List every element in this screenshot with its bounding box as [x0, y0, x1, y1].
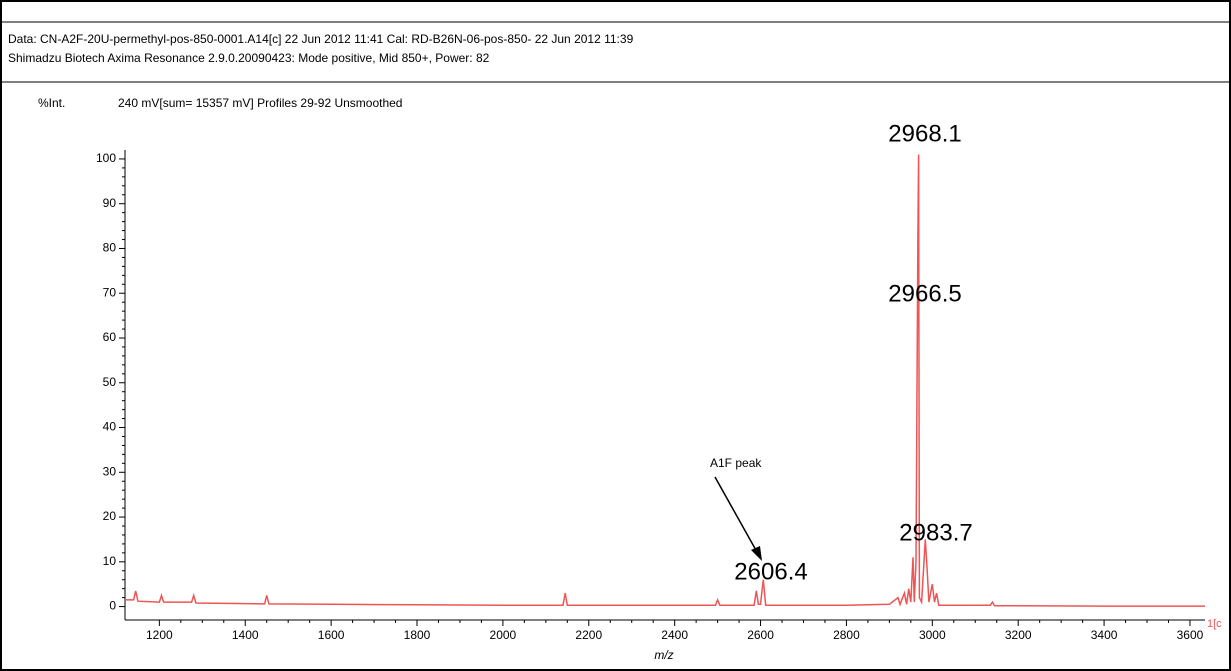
arrow-head — [751, 546, 762, 561]
x-tick-label: 2600 — [747, 628, 774, 642]
x-tick-label: 3600 — [1177, 628, 1204, 642]
subtitle: 240 mV[sum= 15357 mV] Profiles 29-92 Uns… — [118, 96, 402, 110]
peak-label: 2606.4 — [734, 558, 807, 585]
y-axis-label: %Int. — [38, 96, 65, 110]
x-tick-label: 1200 — [146, 628, 173, 642]
x-tick-label: 3200 — [1005, 628, 1032, 642]
x-axis-label: m/z — [654, 648, 673, 662]
y-tick-label: 90 — [103, 196, 117, 210]
corner-label: 1[c — [1207, 618, 1222, 630]
y-tick-label: 70 — [103, 285, 117, 299]
x-tick-label: 1600 — [318, 628, 345, 642]
y-tick-label: 100 — [96, 151, 116, 165]
header-line: Shimadzu Biotech Axima Resonance 2.9.0.2… — [8, 51, 490, 65]
peak-label: 2968.1 — [888, 120, 961, 147]
y-tick-label: 10 — [103, 554, 117, 568]
y-tick-label: 50 — [103, 375, 117, 389]
x-tick-label: 2000 — [490, 628, 517, 642]
annotation: A1F peak — [710, 456, 762, 470]
spectrum — [125, 154, 1205, 607]
y-tick-label: 60 — [103, 330, 117, 344]
x-tick-label: 2400 — [661, 628, 688, 642]
x-tick-label: 2800 — [833, 628, 860, 642]
y-tick-label: 0 — [109, 599, 116, 613]
peak-label: 2983.7 — [899, 519, 972, 546]
y-tick-label: 40 — [103, 420, 117, 434]
header-line: Data: CN-A2F-20U-permethyl-pos-850-0001.… — [8, 32, 634, 46]
x-tick-label: 1400 — [232, 628, 259, 642]
y-tick-label: 20 — [103, 509, 117, 523]
y-tick-label: 80 — [103, 241, 117, 255]
x-tick-label: 2200 — [575, 628, 602, 642]
x-tick-label: 3400 — [1091, 628, 1118, 642]
annotation-arrow — [714, 476, 758, 553]
x-tick-label: 3000 — [919, 628, 946, 642]
x-tick-label: 1800 — [404, 628, 431, 642]
peak-label: 2966.5 — [888, 280, 961, 307]
y-tick-label: 30 — [103, 464, 117, 478]
